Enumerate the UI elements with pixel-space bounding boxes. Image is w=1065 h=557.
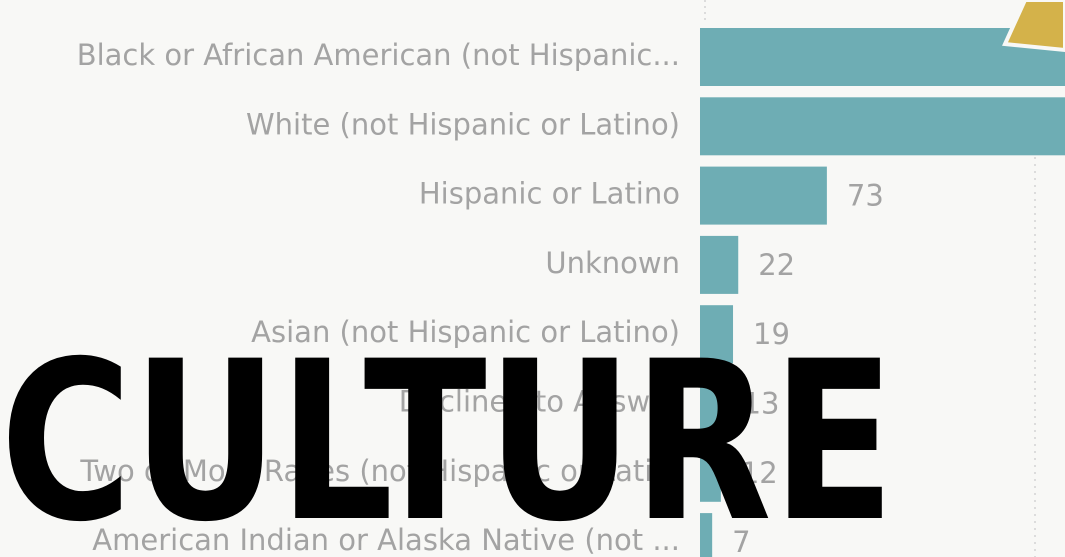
value-label: 22 [758, 248, 795, 282]
bar [700, 166, 827, 225]
category-label: American Indian or Alaska Native (not ..… [92, 523, 680, 557]
bar [700, 28, 1065, 86]
category-label: Two or More Races (not Hispanic or Lati.… [79, 454, 680, 488]
value-label: 12 [741, 456, 778, 490]
category-label: White (not Hispanic or Latino) [246, 107, 680, 141]
category-label: Black or African American (not Hispanic.… [77, 38, 680, 72]
value-label: 73 [847, 179, 884, 213]
value-label: 7 [732, 525, 750, 557]
category-label: Hispanic or Latino [419, 177, 680, 211]
bar [700, 443, 721, 502]
bar [700, 305, 734, 364]
value-label: 19 [753, 317, 790, 351]
bar [700, 235, 739, 294]
decor-shape [1002, 0, 1065, 53]
bar [700, 513, 713, 557]
category-label: Unknown [545, 246, 680, 280]
bar [700, 97, 1065, 156]
value-label: 13 [743, 387, 780, 421]
bars: Black or African American (not Hispanic.… [77, 28, 1065, 557]
category-label: Declined to Answer [399, 385, 680, 419]
category-label: Asian (not Hispanic or Latino) [251, 315, 680, 349]
overlay-title: CULTURE [0, 314, 895, 557]
bar [700, 374, 723, 433]
